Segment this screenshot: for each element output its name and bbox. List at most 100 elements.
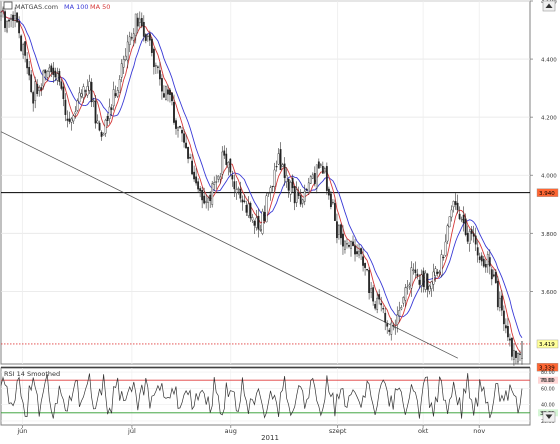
candle-body <box>364 263 366 268</box>
candle-body <box>474 235 477 245</box>
candle-body <box>275 166 278 168</box>
candle-body <box>472 233 475 237</box>
price-tick-label: 4.000 <box>541 174 557 180</box>
rsi-level-label: 70.00 <box>540 378 554 384</box>
candle-body <box>370 288 373 293</box>
year-label: 2011 <box>261 434 279 442</box>
candle-body <box>334 203 336 221</box>
candle-body <box>374 304 377 309</box>
candle-body <box>404 287 407 301</box>
candle-body <box>336 221 338 239</box>
candle-body <box>175 120 177 129</box>
candle-body <box>366 268 368 271</box>
candle-body <box>52 67 55 75</box>
candle-body <box>80 93 83 97</box>
candle-body <box>519 353 521 355</box>
candle-body <box>209 194 212 202</box>
candle-body <box>476 247 479 256</box>
candle-body <box>94 100 97 124</box>
candle-body <box>303 190 306 202</box>
candle-body <box>152 48 155 67</box>
candle-body <box>444 241 447 256</box>
price-level-label: 3.940 <box>539 191 555 197</box>
candle-body <box>299 195 302 205</box>
candle-body <box>68 118 71 122</box>
candle-body <box>255 217 258 228</box>
price-levels <box>1 192 530 368</box>
rsi-tick-label: 80.00 <box>541 370 555 376</box>
candle-body <box>350 241 352 249</box>
candle-body <box>494 271 497 283</box>
candle-body <box>502 310 505 325</box>
candle-body <box>64 99 67 115</box>
price-tick-label: 4.200 <box>541 116 557 122</box>
candle-body <box>217 175 220 180</box>
price-grid <box>1 0 530 364</box>
candle-body <box>289 182 292 195</box>
candle-body <box>352 241 354 246</box>
candle-body <box>509 338 511 341</box>
rsi-tick-label: 60.00 <box>541 386 555 392</box>
month-label: nov <box>473 427 485 435</box>
candle-body <box>362 256 364 266</box>
candle-body <box>14 15 16 21</box>
candle-body <box>82 86 85 98</box>
candle-body <box>368 270 371 294</box>
candle-body <box>54 70 57 78</box>
legend-label-price: MATGAS.com <box>15 3 58 11</box>
candle-body <box>106 116 109 121</box>
candle-body <box>394 326 397 329</box>
candle-body <box>231 174 234 180</box>
candle-body <box>195 176 198 184</box>
candle-body <box>281 164 284 167</box>
candle-body <box>293 186 296 204</box>
rsi-tick-label: 40.00 <box>541 403 555 409</box>
level-tags: 3.940 3.419 3.339 <box>536 188 559 372</box>
candle-body <box>22 44 25 55</box>
candle-body <box>420 274 423 286</box>
candle-body <box>297 192 300 196</box>
rsi-panel: 70.0030.00 80.0070.0060.0040.0030.0020.0… <box>0 367 558 426</box>
candle-body <box>163 93 165 98</box>
candle-body <box>416 273 419 277</box>
candle-body <box>241 199 244 203</box>
candle-body <box>488 257 491 267</box>
candle-body <box>305 188 308 191</box>
candle-body <box>515 350 517 358</box>
candle-body <box>360 248 362 255</box>
scroll-down-button[interactable] <box>542 411 556 423</box>
candle-body <box>34 81 37 101</box>
candle-body <box>197 181 200 190</box>
candle-body <box>62 86 65 100</box>
candle-body <box>344 240 346 250</box>
candle-body <box>128 36 131 45</box>
candle-body <box>468 231 471 245</box>
candle-body <box>203 195 206 204</box>
candle-body <box>132 33 135 41</box>
candle-body <box>511 337 513 357</box>
candle-body <box>452 201 455 208</box>
candle-body <box>332 201 334 204</box>
candle-body <box>12 14 14 21</box>
candle-body <box>500 295 503 311</box>
candle-body <box>24 41 27 56</box>
candle-body <box>26 58 29 69</box>
price-tick-label: 3.600 <box>541 290 557 296</box>
candle-body <box>464 218 467 235</box>
candle-body <box>317 161 320 169</box>
candle-body <box>179 125 181 128</box>
price-level-tag <box>536 362 559 372</box>
candle-body <box>251 217 254 221</box>
candle-body <box>321 166 324 174</box>
candle-body <box>78 92 81 103</box>
candle-body <box>253 221 256 226</box>
scroll-up-button[interactable] <box>542 0 556 12</box>
candle-body <box>380 303 383 306</box>
candle-body <box>140 18 143 27</box>
candle-body <box>2 8 4 11</box>
candle-body <box>72 115 75 122</box>
candle-body <box>348 245 350 247</box>
candle-body <box>309 176 312 184</box>
candle-body <box>386 323 389 327</box>
candle-body <box>104 119 107 134</box>
